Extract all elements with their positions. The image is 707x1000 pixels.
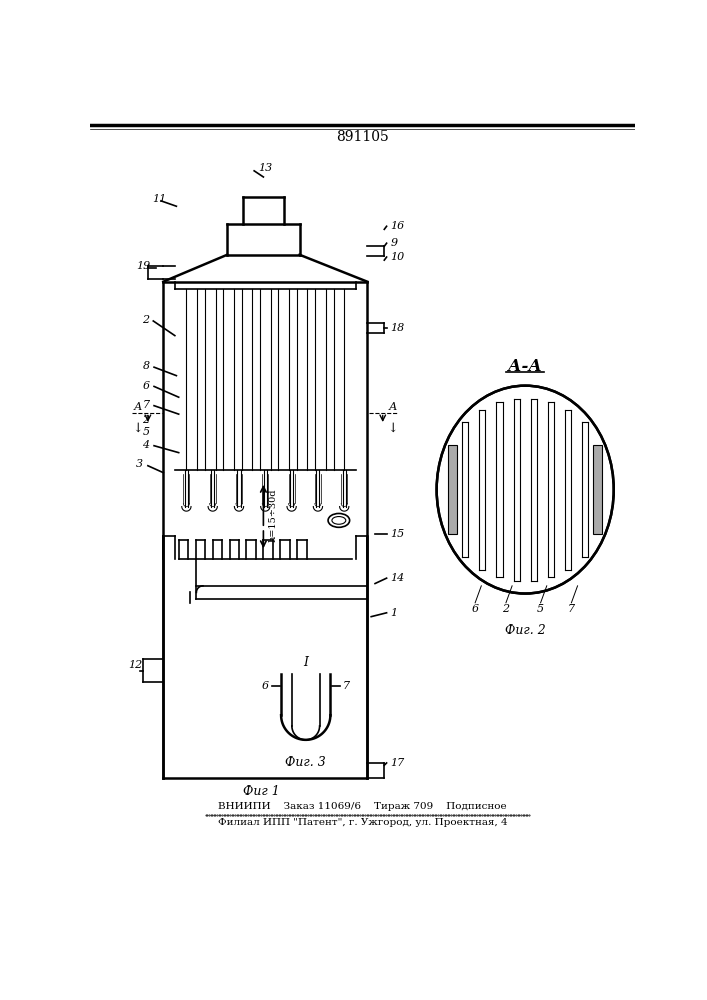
- Text: 2: 2: [143, 315, 150, 325]
- Text: 6: 6: [143, 381, 150, 391]
- Text: 3: 3: [136, 459, 144, 469]
- Text: 2: 2: [143, 415, 150, 425]
- Text: Фиг 1: Фиг 1: [243, 785, 279, 798]
- Text: 5: 5: [143, 427, 150, 437]
- Text: 1: 1: [390, 608, 397, 618]
- Bar: [593, 445, 602, 534]
- Text: 14: 14: [390, 573, 404, 583]
- Text: 8: 8: [143, 361, 150, 371]
- Text: 9: 9: [390, 238, 397, 248]
- Text: 17: 17: [390, 758, 404, 768]
- Text: ВНИИПИ    Заказ 11069/6    Тираж 709    Подписное: ВНИИПИ Заказ 11069/6 Тираж 709 Подписное: [218, 802, 507, 811]
- Text: 16: 16: [390, 221, 404, 231]
- Text: ↓: ↓: [387, 422, 398, 434]
- Text: 5: 5: [537, 604, 544, 614]
- Text: А-А: А-А: [508, 358, 542, 375]
- Text: 7: 7: [143, 400, 150, 410]
- Text: 12: 12: [129, 660, 143, 670]
- Text: 10: 10: [390, 252, 404, 262]
- Text: 6: 6: [262, 681, 269, 691]
- Text: А: А: [134, 402, 142, 412]
- Text: Фиг. 3: Фиг. 3: [286, 756, 326, 769]
- Text: 13: 13: [258, 163, 272, 173]
- Text: h=15÷30d: h=15÷30d: [268, 488, 277, 542]
- Text: 18: 18: [390, 323, 404, 333]
- Text: 6: 6: [472, 604, 479, 614]
- Text: 7: 7: [568, 604, 575, 614]
- Text: 11: 11: [152, 194, 166, 204]
- Ellipse shape: [437, 386, 614, 594]
- Text: 2: 2: [503, 604, 510, 614]
- Text: 7: 7: [342, 681, 349, 691]
- Text: 15: 15: [390, 529, 404, 539]
- Text: 19: 19: [136, 261, 151, 271]
- Text: 4: 4: [143, 440, 150, 450]
- Text: А: А: [389, 402, 397, 412]
- Text: ↓: ↓: [133, 422, 143, 434]
- Text: 891105: 891105: [337, 130, 389, 144]
- Bar: [448, 445, 457, 534]
- Text: I: I: [303, 656, 308, 669]
- Text: Филиал ИПП "Патент", г. Ужгород, ул. Проектная, 4: Филиал ИПП "Патент", г. Ужгород, ул. Про…: [218, 818, 508, 827]
- Text: Фиг. 2: Фиг. 2: [505, 624, 546, 637]
